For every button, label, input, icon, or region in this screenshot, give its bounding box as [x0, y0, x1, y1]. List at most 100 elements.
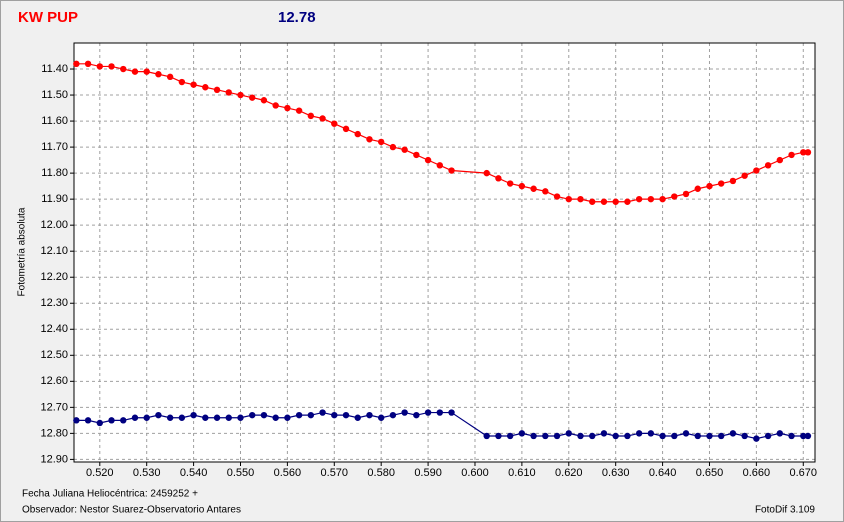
data-point	[589, 198, 596, 205]
data-point	[800, 432, 807, 440]
data-point	[143, 68, 150, 75]
data-point	[694, 432, 701, 440]
data-point	[553, 432, 561, 440]
data-point	[202, 84, 209, 91]
data-point	[729, 430, 737, 437]
data-point	[272, 102, 279, 109]
x-tick-label: 0.600	[461, 467, 489, 479]
data-point	[342, 125, 350, 133]
data-point	[635, 195, 643, 203]
x-tick-label: 0.610	[508, 467, 536, 479]
data-point	[342, 411, 350, 419]
data-point	[483, 169, 490, 177]
data-point	[788, 151, 795, 159]
data-point	[155, 411, 162, 419]
data-point	[96, 419, 103, 427]
data-point	[389, 143, 397, 151]
data-point	[190, 81, 197, 88]
data-point	[518, 182, 526, 190]
data-point	[483, 432, 490, 440]
data-point	[577, 432, 584, 440]
data-point	[73, 60, 80, 68]
data-point	[600, 198, 608, 205]
data-point	[120, 417, 127, 424]
data-point	[96, 63, 103, 70]
data-point	[178, 414, 186, 421]
data-point	[624, 432, 631, 440]
y-tick-label: 12.60	[40, 375, 68, 387]
data-point	[624, 198, 631, 205]
data-point	[260, 411, 268, 419]
data-point	[542, 188, 549, 195]
data-point	[448, 167, 455, 174]
x-axis-label: Fecha Juliana Heliocéntrica: 2459252 +	[22, 489, 198, 500]
data-point	[108, 63, 115, 70]
data-point	[307, 112, 315, 120]
y-tick-label: 11.90	[41, 193, 68, 205]
data-point	[319, 115, 326, 122]
data-point	[518, 430, 526, 437]
data-point	[272, 414, 279, 421]
data-point	[108, 417, 115, 424]
data-point	[225, 414, 232, 421]
y-tick-label: 11.40	[41, 63, 68, 75]
data-point	[659, 432, 666, 440]
x-tick-label: 0.560	[274, 467, 302, 479]
data-point	[366, 411, 373, 419]
data-point	[249, 94, 256, 101]
y-tick-label: 11.80	[41, 167, 68, 179]
observer: Observador: Nestor Suarez-Observatorio A…	[22, 505, 241, 516]
y-tick-label: 11.50	[41, 89, 68, 101]
chart-title: KW PUP	[18, 9, 78, 26]
data-point	[213, 414, 221, 421]
data-point	[495, 432, 502, 440]
data-point	[647, 195, 655, 203]
chart-subtitle: 12.78	[278, 9, 316, 26]
y-tick-label: 11.70	[41, 141, 68, 153]
data-point	[788, 432, 795, 440]
data-point	[741, 172, 748, 179]
data-point	[530, 185, 537, 192]
data-point	[131, 68, 139, 75]
data-point	[413, 411, 420, 419]
x-tick-label: 0.550	[227, 467, 255, 479]
data-point	[284, 414, 291, 421]
x-tick-label: 0.570	[321, 467, 349, 479]
data-point	[600, 430, 608, 437]
data-point	[565, 430, 572, 437]
data-point	[682, 190, 690, 198]
data-point	[190, 411, 197, 419]
data-point	[682, 430, 690, 437]
data-point	[131, 414, 139, 421]
plot-area	[74, 43, 815, 462]
data-point	[424, 156, 432, 164]
software: FotoDif 3.109	[755, 505, 815, 516]
data-point	[542, 432, 549, 440]
data-point	[249, 411, 256, 419]
data-point	[647, 430, 655, 437]
data-point	[120, 65, 127, 73]
data-point	[506, 432, 514, 440]
data-point	[530, 432, 537, 440]
data-point	[577, 195, 584, 203]
x-tick-label: 0.520	[86, 467, 114, 479]
y-tick-label: 12.20	[40, 271, 68, 283]
y-tick-label: 11.60	[41, 115, 68, 127]
data-point	[155, 71, 162, 78]
data-point	[319, 409, 326, 416]
data-point	[671, 193, 678, 200]
x-tick-label: 0.640	[649, 467, 677, 479]
y-axis-label: Fotometría absoluta	[17, 207, 28, 296]
data-point	[84, 60, 92, 68]
data-point	[671, 432, 678, 440]
data-point	[424, 409, 432, 416]
data-point	[776, 156, 784, 164]
data-point	[307, 411, 315, 419]
y-tick-label: 12.50	[40, 349, 68, 361]
data-point	[166, 73, 174, 81]
data-point	[612, 432, 619, 440]
data-point	[354, 130, 361, 138]
x-tick-label: 0.580	[367, 467, 395, 479]
data-point	[413, 151, 420, 159]
data-point	[804, 432, 812, 440]
